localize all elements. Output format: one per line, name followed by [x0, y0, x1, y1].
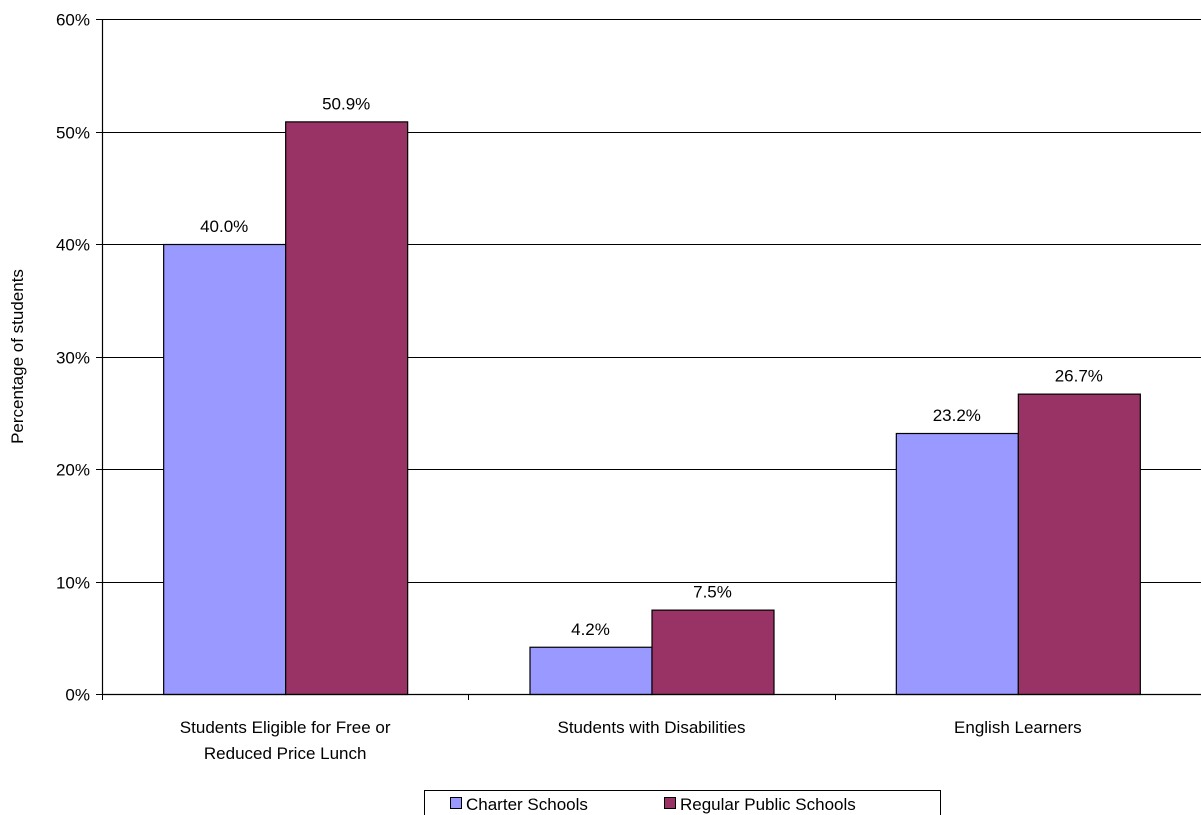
legend-box	[424, 790, 941, 815]
legend-swatch	[664, 797, 676, 809]
data-label: 26.7%	[1055, 367, 1103, 386]
bar-regular-1	[651, 609, 775, 696]
bar-charter-0	[163, 243, 287, 696]
legend-label: Charter Schools	[466, 795, 588, 814]
y-axis-title: Percentage of students	[8, 269, 27, 444]
category-label: Reduced Price Lunch	[204, 744, 367, 763]
labels: 40.0% 4.2% 23.2% 50.9% 7.5% 26.7% Students Eli…	[8, 94, 1103, 763]
legend-label: Regular Public Schools	[680, 795, 856, 814]
y-tick-label: 0%	[65, 686, 90, 705]
bar-regular-0	[285, 121, 409, 696]
bar-regular-2	[1017, 393, 1141, 696]
bar-charter-2	[895, 432, 1019, 696]
data-label: 7.5%	[693, 583, 732, 602]
legend-swatch	[450, 797, 462, 809]
y-tick-label: 60%	[56, 11, 90, 30]
y-tick-label: 40%	[56, 236, 90, 255]
data-label: 23.2%	[933, 406, 981, 425]
y-tick-label: 30%	[56, 349, 90, 368]
legend: Charter Schools Regular Public Schools	[424, 790, 941, 815]
axes: 0% 10% 20% 30% 40% 50% 60%	[56, 11, 1201, 705]
category-label: Students Eligible for Free or	[180, 718, 391, 737]
data-label: 50.9%	[322, 94, 370, 113]
data-label: 40.0%	[200, 217, 248, 236]
y-tick-label: 10%	[56, 574, 90, 593]
y-tick-label: 20%	[56, 461, 90, 480]
category-label: English Learners	[954, 718, 1082, 737]
category-label: Students with Disabilities	[557, 718, 745, 737]
bars	[163, 121, 1141, 696]
data-label: 4.2%	[571, 620, 610, 639]
y-tick-label: 50%	[56, 124, 90, 143]
bar-charter-1	[529, 646, 653, 696]
